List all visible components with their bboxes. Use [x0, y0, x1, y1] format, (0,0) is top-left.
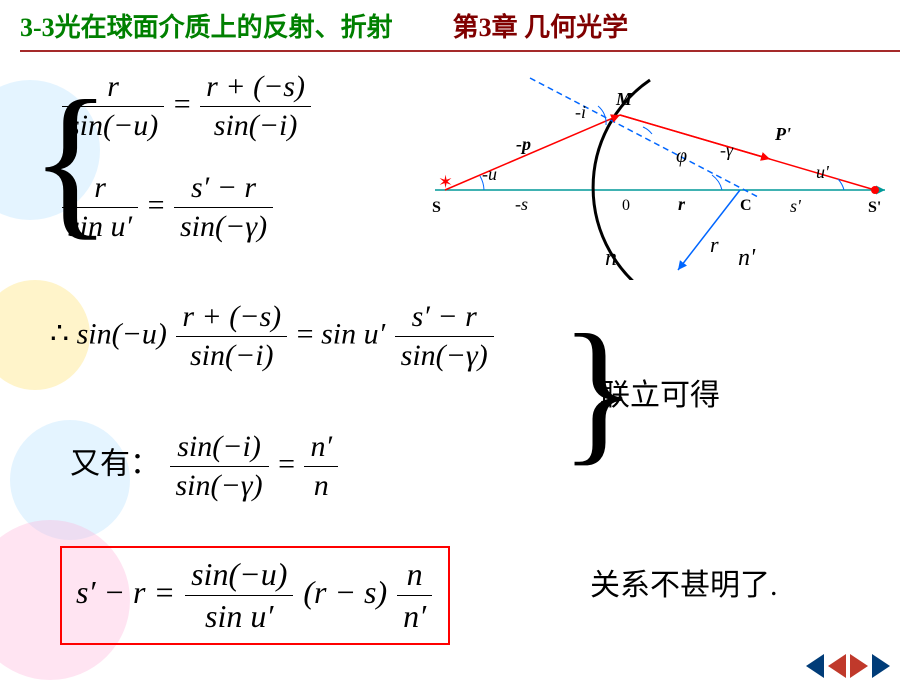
remark-label: 关系不甚明了.	[590, 560, 778, 604]
svg-text:r: r	[710, 232, 719, 257]
svg-text:n': n'	[738, 245, 756, 271]
snell-ratio: 又有： sin(−i)sin(−γ) = n′n	[70, 430, 340, 503]
svg-text:P': P'	[774, 124, 791, 144]
svg-text:C: C	[740, 197, 752, 214]
combine-label: 联立可得	[600, 370, 720, 414]
boxed-result: s′ − r = sin(−u)sin u′ (r − s) nn′	[60, 546, 450, 645]
nav-next-inner-button[interactable]	[850, 654, 868, 678]
nav-prev-button[interactable]	[806, 654, 824, 678]
chapter-title: 第3章 几何光学	[453, 7, 629, 44]
svg-text:M: M	[615, 89, 633, 109]
svg-text:✶: ✶	[438, 172, 453, 192]
svg-text:r: r	[678, 194, 686, 214]
nav-prev-inner-button[interactable]	[828, 654, 846, 678]
svg-text:-γ: -γ	[720, 140, 734, 160]
svg-text:u': u'	[816, 162, 830, 182]
svg-text:-i: -i	[575, 102, 586, 122]
svg-text:-s: -s	[515, 194, 528, 214]
derived-equation: ∴ sin(−u) r + (−s)sin(−i) = sin u′ s′ − …	[50, 300, 496, 373]
svg-text:s': s'	[790, 196, 802, 216]
section-title: 3-3光在球面介质上的反射、折射	[20, 7, 393, 44]
svg-text:S: S	[432, 199, 441, 216]
slide-header: 3-3光在球面介质上的反射、折射 第3章 几何光学	[0, 0, 920, 50]
header-rule	[20, 50, 900, 52]
equation-system: rsin(−u) = r + (−s)sin(−i) rsin u′ = s′ …	[60, 70, 313, 244]
svg-text:0: 0	[622, 197, 630, 214]
svg-text:S': S'	[868, 199, 881, 216]
svg-text:-p: -p	[516, 134, 531, 154]
optics-diagram: ✶ M -i -p P' -u φ -γ u' S -s 0 r C s' S'…	[430, 70, 890, 280]
svg-text:φ: φ	[676, 145, 687, 167]
nav-next-button[interactable]	[872, 654, 890, 678]
svg-text:-u: -u	[482, 164, 497, 184]
slide-nav	[806, 654, 890, 678]
svg-text:n: n	[605, 245, 617, 271]
